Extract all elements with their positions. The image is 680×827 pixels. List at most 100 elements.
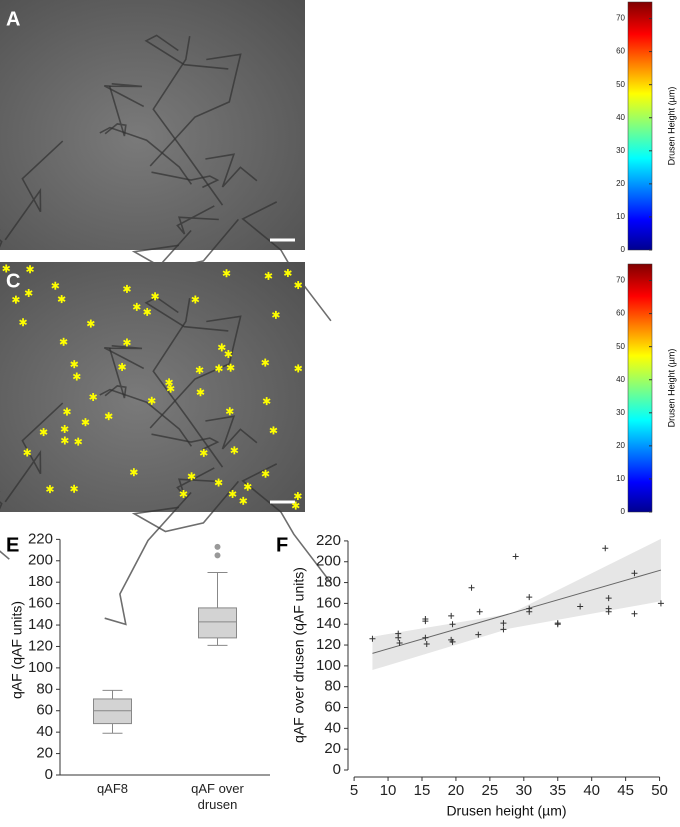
panel-label: A bbox=[6, 8, 20, 30]
colorbar-tick-label: 10 bbox=[616, 474, 625, 483]
druse bbox=[526, 474, 541, 489]
drusen-marker bbox=[483, 387, 490, 391]
panel-label: E bbox=[6, 534, 19, 556]
drusen-marker bbox=[60, 437, 69, 444]
druse bbox=[516, 359, 530, 373]
map-streak bbox=[316, 217, 620, 219]
etdrs-ring bbox=[337, 0, 587, 241]
druse bbox=[546, 26, 561, 41]
drusen-marker bbox=[539, 271, 546, 275]
drusen-marker bbox=[70, 485, 79, 492]
drusen-marker bbox=[143, 309, 152, 315]
druse bbox=[440, 202, 454, 216]
map-streak bbox=[316, 454, 620, 456]
drusen-marker bbox=[89, 394, 98, 400]
drusen-marker bbox=[328, 298, 335, 302]
map-streak bbox=[316, 35, 620, 37]
images bbox=[0, 0, 620, 626]
drusen-marker bbox=[195, 367, 204, 373]
colorbar-tick-label: 60 bbox=[616, 47, 625, 56]
drusen-marker bbox=[387, 487, 394, 491]
druse bbox=[380, 483, 393, 496]
drusen-marker bbox=[439, 340, 446, 344]
point bbox=[422, 618, 429, 625]
druse bbox=[484, 85, 494, 95]
map-streak bbox=[316, 265, 620, 267]
druse bbox=[354, 220, 370, 236]
y-tick-label: 100 bbox=[28, 659, 53, 676]
panel-label: F bbox=[276, 534, 288, 556]
drusen-marker bbox=[377, 439, 384, 443]
y-tick-label: 180 bbox=[28, 573, 53, 590]
drusen-marker bbox=[482, 380, 489, 384]
druse bbox=[526, 157, 538, 169]
drusen-marker bbox=[166, 385, 175, 392]
drusen-marker bbox=[165, 379, 173, 386]
point bbox=[396, 639, 403, 646]
map-streak bbox=[316, 57, 620, 59]
vessel bbox=[241, 201, 332, 322]
y-tick-label: 160 bbox=[316, 594, 341, 611]
map-streak bbox=[316, 275, 620, 277]
drusen-marker bbox=[600, 271, 607, 275]
drusen-marker bbox=[435, 365, 442, 369]
drusen-marker bbox=[608, 504, 615, 508]
drusen-marker bbox=[541, 352, 548, 356]
drusen-marker bbox=[380, 410, 387, 414]
druse bbox=[391, 215, 398, 222]
y-axis-title: qAF over drusen (qAF units) bbox=[291, 567, 307, 743]
drusen-marker bbox=[214, 479, 223, 486]
drusen-marker bbox=[191, 296, 200, 303]
vessel bbox=[99, 388, 193, 447]
drusen-marker bbox=[377, 427, 384, 431]
height-map bbox=[316, 253, 620, 512]
etdrs-ring bbox=[387, 41, 537, 191]
drusen-marker bbox=[460, 310, 467, 314]
colorbar-tick-label: 40 bbox=[616, 113, 625, 122]
druse bbox=[370, 293, 382, 305]
drusen-marker bbox=[222, 270, 231, 277]
druse bbox=[524, 486, 535, 497]
drusen-marker bbox=[86, 320, 95, 327]
vessel bbox=[104, 85, 127, 137]
drusen-marker bbox=[560, 485, 567, 489]
drusen-marker bbox=[224, 351, 233, 357]
map-streak bbox=[316, 342, 620, 344]
drusen-marker bbox=[610, 494, 617, 498]
map-streak bbox=[316, 293, 620, 295]
map-streak bbox=[316, 193, 620, 195]
druse bbox=[341, 343, 356, 358]
druse bbox=[462, 118, 474, 130]
drusen-marker bbox=[123, 286, 131, 292]
drusen-marker bbox=[449, 305, 456, 309]
drusen-marker bbox=[586, 428, 593, 432]
drusen-marker bbox=[468, 294, 475, 298]
drusen-marker bbox=[151, 293, 159, 300]
drusen-marker bbox=[483, 387, 490, 391]
map-streak bbox=[316, 69, 620, 71]
druse bbox=[471, 367, 486, 382]
colorbar-tick-label: 20 bbox=[616, 179, 625, 188]
vessel bbox=[99, 126, 193, 185]
druse bbox=[411, 219, 417, 225]
drusen-marker bbox=[387, 362, 394, 366]
map-streak bbox=[316, 117, 620, 119]
druse bbox=[325, 453, 337, 465]
height-map-inner bbox=[316, 0, 620, 250]
druse bbox=[484, 347, 494, 357]
drusen-marker bbox=[440, 287, 447, 291]
map-streak bbox=[316, 424, 620, 426]
druse bbox=[594, 450, 607, 463]
drusen-marker bbox=[542, 409, 549, 413]
x-tick-label: 35 bbox=[549, 782, 566, 799]
x-axis-title: Drusen height (µm) bbox=[446, 803, 566, 819]
height-map-inner bbox=[316, 253, 620, 512]
drusen-marker bbox=[380, 410, 387, 414]
drusen-marker bbox=[228, 491, 237, 497]
drusen-marker bbox=[293, 493, 302, 499]
drusen-marker bbox=[239, 498, 248, 504]
drusen-marker bbox=[534, 345, 541, 349]
drusen-marker bbox=[215, 365, 223, 372]
drusen-marker bbox=[578, 472, 585, 476]
point bbox=[605, 608, 612, 615]
